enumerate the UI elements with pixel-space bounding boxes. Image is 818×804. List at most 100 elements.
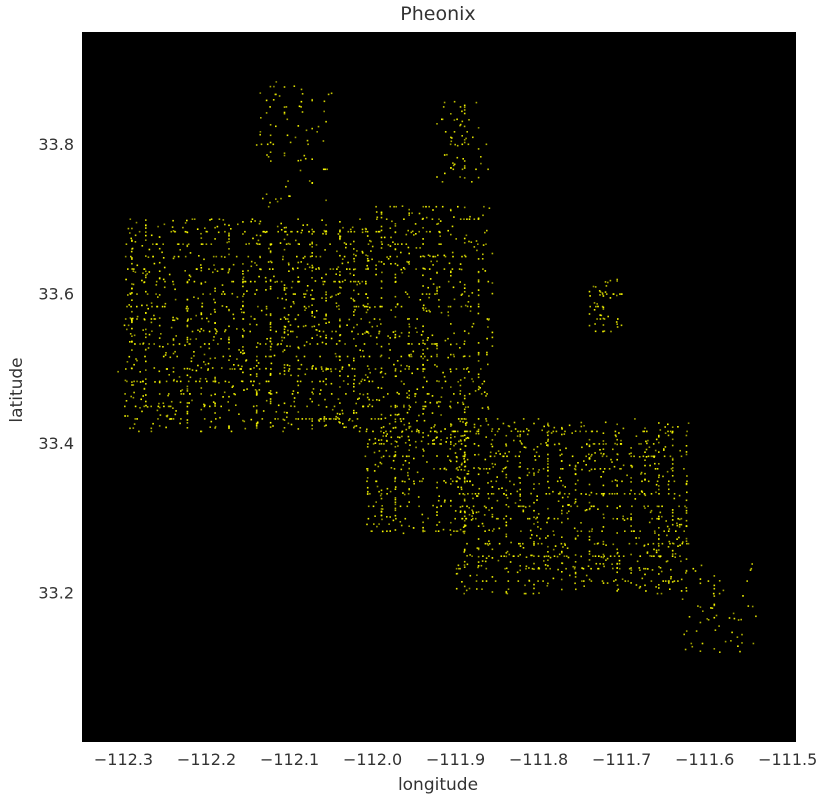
data-point — [147, 256, 150, 258]
data-point — [184, 270, 186, 272]
data-point — [297, 384, 300, 387]
data-point — [126, 305, 128, 308]
data-point — [335, 302, 338, 304]
data-point — [467, 406, 469, 408]
data-point — [180, 390, 182, 392]
data-point — [601, 455, 604, 458]
data-point — [489, 451, 492, 454]
data-point — [200, 312, 203, 314]
data-point — [502, 455, 505, 458]
data-point — [589, 305, 591, 308]
data-point — [283, 325, 286, 328]
data-point — [428, 205, 430, 208]
data-point — [328, 418, 331, 420]
data-point — [228, 425, 230, 427]
data-point — [394, 406, 397, 409]
data-point — [272, 99, 275, 101]
y-tick-label: 33.6 — [38, 285, 74, 304]
data-point — [616, 590, 618, 592]
data-point — [132, 384, 135, 386]
data-point — [266, 338, 268, 340]
data-point — [469, 574, 472, 577]
data-point — [406, 392, 408, 394]
data-point — [513, 439, 515, 442]
data-point — [390, 263, 392, 265]
data-point — [186, 244, 189, 247]
data-point — [204, 281, 207, 283]
data-point — [491, 292, 494, 295]
data-point — [436, 514, 438, 516]
data-point — [344, 279, 346, 281]
data-point — [449, 368, 452, 370]
data-point — [158, 294, 161, 296]
data-point — [325, 291, 327, 293]
data-point — [228, 248, 230, 250]
data-point — [450, 323, 452, 325]
data-point — [367, 268, 369, 270]
data-point — [269, 134, 272, 137]
data-point — [381, 271, 383, 274]
data-point — [353, 359, 355, 362]
data-point — [528, 471, 531, 474]
data-point — [463, 461, 466, 463]
data-point — [450, 505, 452, 507]
data-point — [287, 333, 289, 336]
data-point — [380, 418, 383, 420]
data-point — [671, 444, 674, 447]
data-point — [486, 542, 489, 545]
data-point — [267, 205, 270, 208]
data-point — [465, 424, 467, 426]
data-point — [627, 580, 629, 582]
data-point — [450, 167, 452, 169]
data-point — [368, 403, 371, 406]
data-point — [465, 430, 467, 433]
data-point — [671, 467, 674, 469]
data-point — [330, 393, 333, 395]
data-point — [422, 455, 424, 457]
data-point — [477, 176, 480, 179]
data-point — [190, 357, 193, 359]
data-point — [401, 243, 403, 245]
data-point — [396, 360, 399, 362]
data-point — [255, 394, 258, 396]
data-point — [508, 451, 510, 453]
data-point — [354, 309, 356, 311]
data-point — [408, 296, 410, 298]
data-point — [602, 582, 605, 584]
data-point — [438, 286, 441, 288]
data-point — [508, 553, 511, 556]
data-point — [235, 255, 238, 258]
data-point — [678, 494, 681, 497]
data-point — [602, 308, 605, 310]
data-point — [247, 269, 249, 272]
data-point — [339, 286, 341, 289]
data-point — [538, 455, 540, 458]
data-point — [505, 555, 508, 558]
data-point — [546, 444, 548, 446]
data-point — [216, 330, 218, 333]
data-point — [464, 255, 467, 258]
data-point — [651, 569, 654, 571]
data-point — [475, 101, 478, 104]
data-point — [291, 280, 294, 283]
data-point — [588, 501, 591, 504]
data-point — [630, 513, 632, 515]
data-point — [436, 455, 438, 457]
data-point — [646, 552, 649, 554]
data-point — [506, 497, 509, 499]
data-point — [747, 605, 750, 607]
data-point — [574, 501, 577, 503]
data-point — [547, 555, 550, 557]
data-point — [421, 218, 424, 220]
data-point — [405, 243, 408, 245]
data-point — [616, 518, 618, 520]
data-point — [505, 552, 508, 554]
data-point — [228, 336, 230, 339]
data-point — [366, 469, 369, 472]
data-point — [427, 517, 429, 520]
data-point — [604, 281, 607, 283]
data-point — [301, 93, 304, 95]
data-point — [136, 318, 138, 320]
data-point — [471, 181, 473, 183]
data-point — [447, 229, 449, 232]
